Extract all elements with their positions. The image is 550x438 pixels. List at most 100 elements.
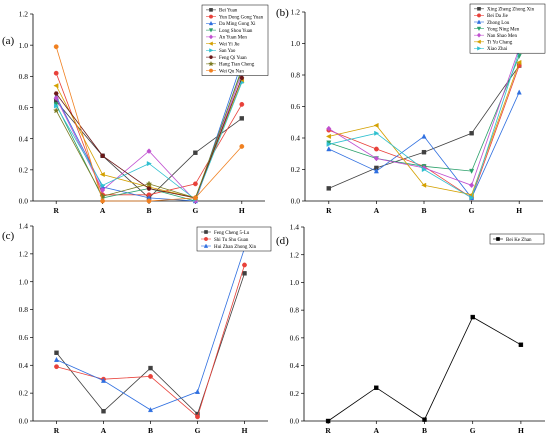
legend: Feng Cheng 5-Lu Shi Tu Shu Guan Hui Zhan Z… <box>196 226 272 252</box>
data-point <box>100 198 106 204</box>
y-tick-label: 0.8 <box>19 72 29 81</box>
y-tick-label: 1.0 <box>290 278 300 287</box>
data-point <box>54 103 60 109</box>
legend-entry: Yong Ning Men <box>487 27 520 32</box>
y-tick-label: 1.4 <box>290 223 300 232</box>
data-point <box>373 122 379 128</box>
legend-entry: Wei Qu Nan <box>219 69 244 74</box>
data-point <box>469 168 475 174</box>
legend-entry: Yun Dong Gong Yuan <box>219 15 264 20</box>
data-point <box>54 350 59 355</box>
legend-entry: An Yuan Men <box>219 36 247 41</box>
data-point <box>148 374 153 379</box>
y-tick-label: 0.4 <box>291 134 301 143</box>
x-tick-label: A <box>100 206 106 215</box>
series-10 <box>53 44 245 204</box>
data-point <box>421 182 427 188</box>
data-point <box>53 44 59 50</box>
y-tick-label: 1.2 <box>19 249 29 258</box>
data-point <box>373 146 379 152</box>
data-point <box>146 161 152 167</box>
data-point <box>373 155 379 162</box>
legend-entry: Da Ming Gong Xi <box>219 22 256 27</box>
y-tick-label: 1.2 <box>290 250 300 259</box>
data-point <box>147 407 154 413</box>
data-point <box>195 414 200 420</box>
legend-marker <box>208 20 214 26</box>
legend-marker <box>208 60 214 67</box>
legend-marker <box>476 19 482 24</box>
data-point <box>374 130 380 136</box>
legend-entry: Feng Cheng 5-Lu <box>214 231 250 236</box>
y-tick-label: 0.2 <box>291 165 301 174</box>
y-tick-label: 1.0 <box>19 41 29 50</box>
series-3 <box>53 245 248 413</box>
legend-entry: Hui Zhan Zhong Xin <box>214 245 257 250</box>
legend-entry: Ti Yu Chang <box>487 41 513 46</box>
legend-entry: Nan Shao Men <box>487 34 517 39</box>
panel-label: (b) <box>276 7 289 19</box>
data-point <box>100 187 106 193</box>
data-point <box>100 182 106 188</box>
y-tick-label: 1.0 <box>291 39 301 48</box>
y-tick-label: 0.4 <box>19 134 29 143</box>
legend-entry: Xing Zheng Zhong Xin <box>487 8 535 13</box>
panel-2: 0.0 0.2 0.4 0.6 0.8 1.0 1.2 R A B G H (b) Xing Zheng … <box>276 3 546 215</box>
data-point <box>100 153 106 158</box>
data-point <box>325 133 331 139</box>
data-point <box>53 356 60 362</box>
x-tick-label: G <box>469 206 475 215</box>
data-point <box>326 186 331 191</box>
legend: Bei Ke Zhan <box>489 233 545 245</box>
data-point <box>148 365 153 371</box>
panel-label: (d) <box>276 235 289 247</box>
y-tick-label: 1.0 <box>19 277 29 286</box>
series-line <box>328 62 520 196</box>
data-point <box>239 75 245 80</box>
data-point <box>53 83 59 89</box>
series-line <box>55 62 243 202</box>
panel-label: (c) <box>2 230 15 242</box>
data-point <box>469 182 475 189</box>
x-tick-label: G <box>470 426 476 435</box>
legend-entry: Bei Yuan <box>219 9 238 14</box>
data-point <box>53 91 59 96</box>
data-point <box>421 149 427 155</box>
data-point <box>326 146 332 152</box>
legend-marker <box>476 39 481 44</box>
legend-marker <box>477 46 482 51</box>
data-point <box>146 148 152 154</box>
legend-marker <box>476 32 482 38</box>
legend-entry: Xiao Zhai <box>487 47 508 52</box>
data-point <box>326 141 332 147</box>
data-point <box>192 181 198 187</box>
y-tick-label: 0.6 <box>290 333 300 342</box>
data-point <box>53 107 60 114</box>
legend-marker <box>208 68 213 73</box>
legend-marker <box>203 243 209 248</box>
legend-entry: Bei Ke Zhan <box>506 238 532 243</box>
data-point <box>53 70 59 76</box>
series-8 <box>53 75 245 200</box>
x-tick-label: H <box>239 206 245 215</box>
legend-marker <box>477 6 481 11</box>
data-point <box>373 168 379 174</box>
data-point <box>470 314 475 320</box>
x-tick-label: R <box>325 426 331 435</box>
legend-entry: Long Shou Yuan <box>219 29 253 34</box>
y-tick-label: 0.0 <box>291 197 301 206</box>
y-tick-label: 0.0 <box>19 417 29 426</box>
series-2 <box>326 63 522 201</box>
data-point <box>100 377 107 383</box>
data-point <box>146 186 152 191</box>
panel-1: 0.0 0.2 0.4 0.6 0.8 1.0 1.2 R A B G H (a) Bei YuanYun… <box>2 4 269 215</box>
y-tick-label: 0.0 <box>19 197 29 206</box>
y-tick-label: 1.2 <box>291 8 301 17</box>
data-point <box>193 150 198 155</box>
x-tick-label: H <box>242 426 248 435</box>
legend-marker <box>208 55 214 59</box>
y-tick-label: 0.0 <box>290 417 300 426</box>
x-tick-label: B <box>146 206 151 215</box>
